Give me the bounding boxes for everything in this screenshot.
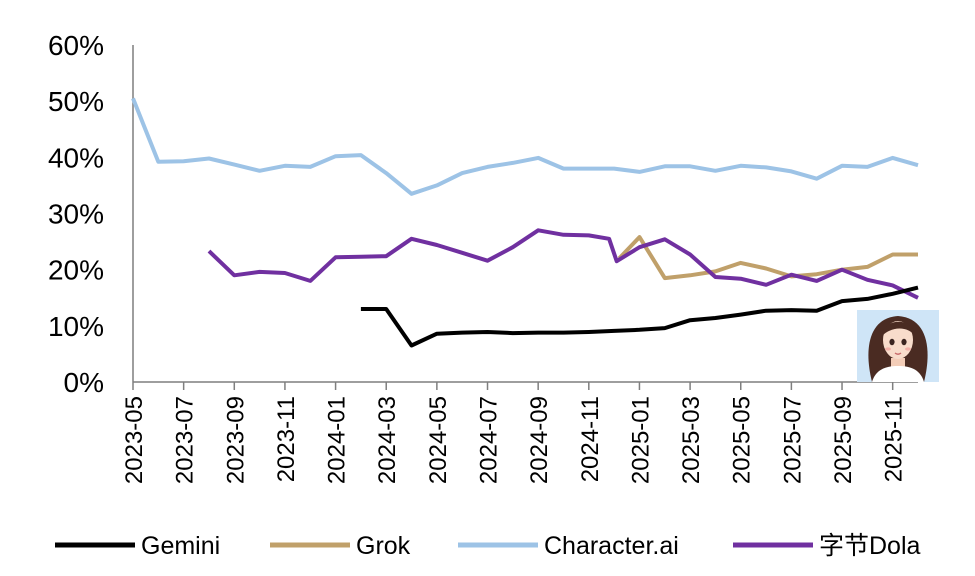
legend-label: Grok (356, 532, 411, 560)
x-tick-label: 2024-09 (526, 396, 553, 484)
series-lines (131, 97, 919, 348)
legend: Gemini Grok Character.ai 字节Dola (55, 532, 921, 560)
x-tick-label: 2025-05 (729, 396, 756, 484)
series-line-character-ai (131, 97, 919, 196)
series-line-dola (207, 228, 919, 300)
y-tick-label: 0% (64, 367, 104, 398)
x-tick-label: 2024-11 (577, 396, 604, 482)
x-tick-label: 2025-07 (779, 396, 806, 484)
legend-label: Character.ai (544, 532, 679, 560)
y-tick-label: 30% (48, 199, 104, 230)
legend-label: Gemini (141, 532, 220, 560)
x-axis-tick-labels: 2023-05 2023-07 2023-09 2023-11 2024-01 2024-… (121, 396, 908, 484)
x-tick-label: 2024-03 (374, 396, 401, 484)
x-tick-label: 2024-07 (476, 396, 503, 484)
x-tick-label: 2023-05 (121, 396, 148, 484)
x-tick-label: 2024-01 (324, 396, 351, 484)
y-tick-label: 60% (48, 30, 104, 61)
cartoon-girl-avatar-icon (857, 310, 939, 382)
x-tick-label: 2025-01 (627, 396, 654, 484)
x-axis-tick-marks (132, 382, 894, 390)
series-line-gemini (360, 285, 919, 348)
x-tick-label: 2025-03 (678, 396, 705, 484)
series-line-grok (617, 235, 918, 281)
y-tick-label: 20% (48, 255, 104, 286)
x-tick-label: 2025-09 (830, 396, 857, 484)
x-tick-label: 2023-07 (172, 396, 199, 484)
x-tick-label: 2023-09 (222, 396, 249, 484)
legend-label: 字节Dola (819, 532, 921, 560)
x-tick-label: 2023-11 (273, 396, 300, 482)
y-tick-label: 50% (48, 86, 104, 117)
y-tick-label: 10% (48, 311, 104, 342)
y-axis-tick-labels: 0% 10% 20% 30% 40% 50% 60% (48, 30, 104, 398)
y-tick-label: 40% (48, 142, 104, 173)
x-tick-label: 2024-05 (425, 396, 452, 484)
x-tick-label: 2025-11 (881, 396, 908, 482)
